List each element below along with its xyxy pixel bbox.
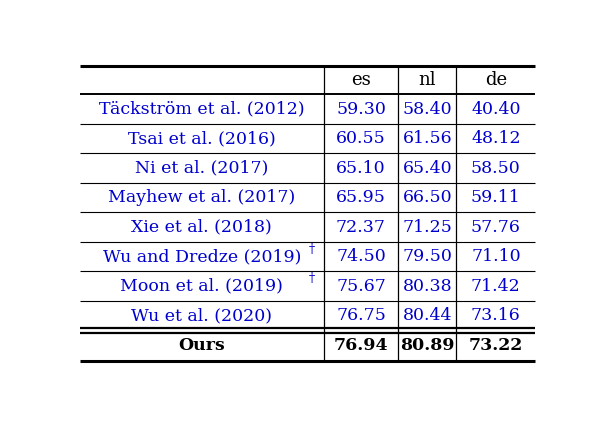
Text: nl: nl xyxy=(418,71,436,89)
Text: 73.22: 73.22 xyxy=(469,337,523,354)
Text: Xie et al. (2018): Xie et al. (2018) xyxy=(131,218,272,236)
Text: 79.50: 79.50 xyxy=(402,248,452,265)
Text: 80.89: 80.89 xyxy=(400,337,454,354)
Text: Ni et al. (2017): Ni et al. (2017) xyxy=(135,160,268,177)
Text: 76.94: 76.94 xyxy=(334,337,388,354)
Text: 60.55: 60.55 xyxy=(336,130,386,147)
Text: 58.50: 58.50 xyxy=(471,160,521,177)
Text: es: es xyxy=(351,71,371,89)
Text: 59.30: 59.30 xyxy=(336,101,386,118)
Text: 57.76: 57.76 xyxy=(471,218,521,236)
Text: de: de xyxy=(485,71,507,89)
Text: 61.56: 61.56 xyxy=(403,130,452,147)
Text: 73.16: 73.16 xyxy=(471,307,521,324)
Text: †: † xyxy=(309,243,315,256)
Text: 71.42: 71.42 xyxy=(471,277,521,295)
Text: 75.67: 75.67 xyxy=(336,277,386,295)
Text: 80.44: 80.44 xyxy=(403,307,452,324)
Text: Täckström et al. (2012): Täckström et al. (2012) xyxy=(99,101,305,118)
Text: 80.38: 80.38 xyxy=(403,277,452,295)
Text: Moon et al. (2019): Moon et al. (2019) xyxy=(120,277,283,295)
Text: 66.50: 66.50 xyxy=(403,189,452,206)
Text: Wu and Dredze (2019): Wu and Dredze (2019) xyxy=(103,248,301,265)
Text: Ours: Ours xyxy=(178,337,225,354)
Text: 40.40: 40.40 xyxy=(471,101,521,118)
Text: †: † xyxy=(309,272,315,285)
Text: Wu et al. (2020): Wu et al. (2020) xyxy=(131,307,272,324)
Text: 65.10: 65.10 xyxy=(336,160,386,177)
Text: Tsai et al. (2016): Tsai et al. (2016) xyxy=(128,130,275,147)
Text: 74.50: 74.50 xyxy=(336,248,386,265)
Text: 65.95: 65.95 xyxy=(336,189,386,206)
Text: 65.40: 65.40 xyxy=(403,160,452,177)
Text: 76.75: 76.75 xyxy=(336,307,386,324)
Text: 71.25: 71.25 xyxy=(402,218,452,236)
Text: 58.40: 58.40 xyxy=(403,101,452,118)
Text: 72.37: 72.37 xyxy=(336,218,386,236)
Text: Mayhew et al. (2017): Mayhew et al. (2017) xyxy=(108,189,295,206)
Text: 71.10: 71.10 xyxy=(471,248,521,265)
Text: 59.11: 59.11 xyxy=(471,189,521,206)
Text: 48.12: 48.12 xyxy=(471,130,521,147)
